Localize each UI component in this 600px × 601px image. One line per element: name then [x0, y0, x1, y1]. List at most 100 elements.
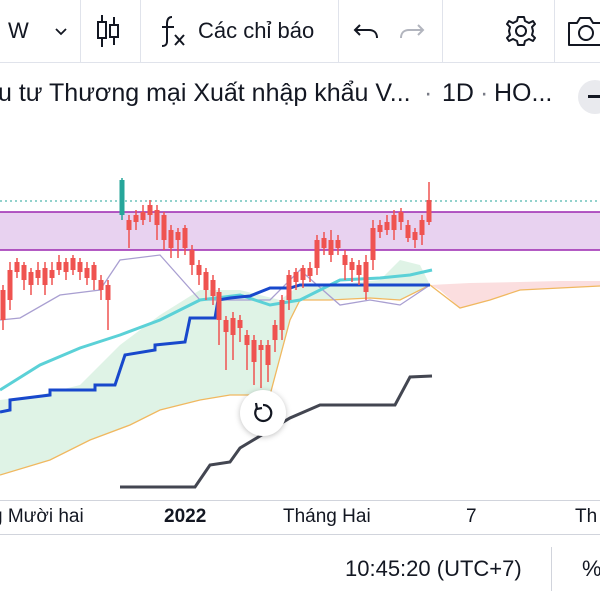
- candle-body: [63, 262, 69, 272]
- candle-body: [286, 275, 292, 300]
- candle-body: [0, 290, 6, 320]
- candle-body: [405, 225, 411, 238]
- symbol-legend[interactable]: u tư Thương mại Xuất nhập khẩu V... · 1D…: [0, 62, 600, 128]
- candle-body: [223, 320, 229, 332]
- candle-body: [91, 265, 97, 280]
- candle-body: [349, 262, 355, 270]
- ichimoku-cloud: [0, 260, 430, 475]
- candle-body: [175, 232, 181, 240]
- price-chart[interactable]: [0, 128, 600, 500]
- candle-body: [272, 325, 278, 340]
- status-bar: 10:45:20 (UTC+7) %: [0, 534, 600, 601]
- candle-body: [328, 240, 334, 255]
- resistance-zone: [0, 212, 600, 250]
- candle-body: [244, 335, 250, 345]
- rotate-icon: [254, 402, 273, 423]
- collapse-legend-button[interactable]: [578, 80, 600, 114]
- candle-body: [377, 225, 383, 232]
- indicators-button[interactable]: Các chỉ báo: [158, 0, 314, 62]
- time-label: Th: [575, 506, 598, 527]
- candle-body: [363, 262, 369, 292]
- candle-body: [7, 270, 13, 300]
- candle-body: [321, 238, 327, 248]
- snapshot-button[interactable]: [566, 0, 600, 62]
- top-toolbar: W Các chỉ báo: [0, 0, 600, 63]
- symbol-name: u tư Thương mại Xuất nhập khẩu V...: [0, 79, 411, 107]
- candle-body: [300, 268, 306, 280]
- indicators-label: Các chỉ báo: [198, 18, 315, 43]
- candle-body: [133, 215, 139, 222]
- candle-body: [258, 345, 264, 350]
- candle-body: [196, 265, 202, 275]
- candle-body: [42, 268, 48, 285]
- candle-body: [265, 345, 271, 365]
- timezone-clock[interactable]: 10:45:20 (UTC+7): [345, 556, 522, 581]
- candle-body: [279, 300, 285, 330]
- candle-body: [356, 265, 362, 275]
- interval-dropdown[interactable]: W: [8, 0, 69, 62]
- candle-body: [14, 262, 20, 272]
- candle-body: [119, 180, 125, 215]
- time-label: 7: [466, 506, 477, 527]
- candle-body: [398, 212, 404, 222]
- candle-body: [21, 265, 27, 280]
- candle-body: [203, 272, 209, 290]
- moving-average-line: [0, 268, 433, 392]
- candle-body: [314, 240, 320, 268]
- candle-body: [182, 228, 188, 248]
- candle-body: [98, 280, 104, 290]
- candle-body: [84, 268, 90, 278]
- candle-body: [342, 255, 348, 265]
- reset-chart-button[interactable]: [240, 390, 286, 436]
- candle-body: [49, 270, 55, 278]
- candle-body: [293, 272, 299, 282]
- candle-body: [307, 268, 313, 276]
- candle-body: [412, 232, 418, 240]
- gear-icon: [506, 16, 536, 46]
- candle-body: [126, 220, 132, 230]
- candle-body: [426, 200, 432, 222]
- candle-body: [391, 215, 397, 230]
- legend-separator: ·: [480, 79, 489, 107]
- legend-separator: ·: [424, 79, 433, 107]
- candle-body: [70, 258, 76, 270]
- time-axis[interactable]: g Mười hai 2022 Tháng Hai 7 Th: [0, 500, 600, 535]
- candle-body: [154, 210, 160, 225]
- candle-body: [161, 215, 167, 240]
- chart-pane[interactable]: [0, 128, 600, 500]
- candle-body: [251, 340, 257, 362]
- candle-body: [168, 230, 174, 248]
- candle-body: [370, 228, 376, 260]
- time-label: 2022: [164, 506, 207, 527]
- kijun-line: [0, 283, 430, 414]
- candle-body: [28, 272, 34, 285]
- candle-body: [35, 270, 41, 278]
- candle-body: [210, 280, 216, 296]
- camera-icon: [568, 17, 600, 46]
- undo-button[interactable]: [352, 0, 380, 62]
- candle-body: [237, 320, 243, 328]
- candle-body: [77, 262, 83, 272]
- settings-button[interactable]: [504, 0, 538, 62]
- minus-icon: [588, 95, 600, 98]
- candle-body: [216, 292, 222, 320]
- candle-body: [140, 212, 146, 220]
- undo-icon: [353, 24, 378, 39]
- candle-body: [419, 220, 425, 235]
- interval-label: W: [8, 18, 29, 43]
- chevron-down-icon: [55, 28, 67, 36]
- legend-exchange: HO...: [494, 79, 553, 107]
- candle-body: [105, 285, 111, 300]
- time-label: g Mười hai: [0, 506, 84, 527]
- redo-button[interactable]: [398, 0, 426, 62]
- candle-body: [147, 205, 153, 215]
- legend-interval: 1D: [442, 79, 474, 107]
- candle-body: [384, 222, 390, 230]
- chart-type-button[interactable]: [94, 0, 122, 62]
- candle-body: [230, 318, 236, 335]
- candle-body: [335, 240, 341, 248]
- time-label: Tháng Hai: [283, 506, 371, 527]
- function-icon: [161, 16, 185, 47]
- candle-body: [56, 262, 62, 270]
- percent-toggle[interactable]: %: [582, 556, 600, 581]
